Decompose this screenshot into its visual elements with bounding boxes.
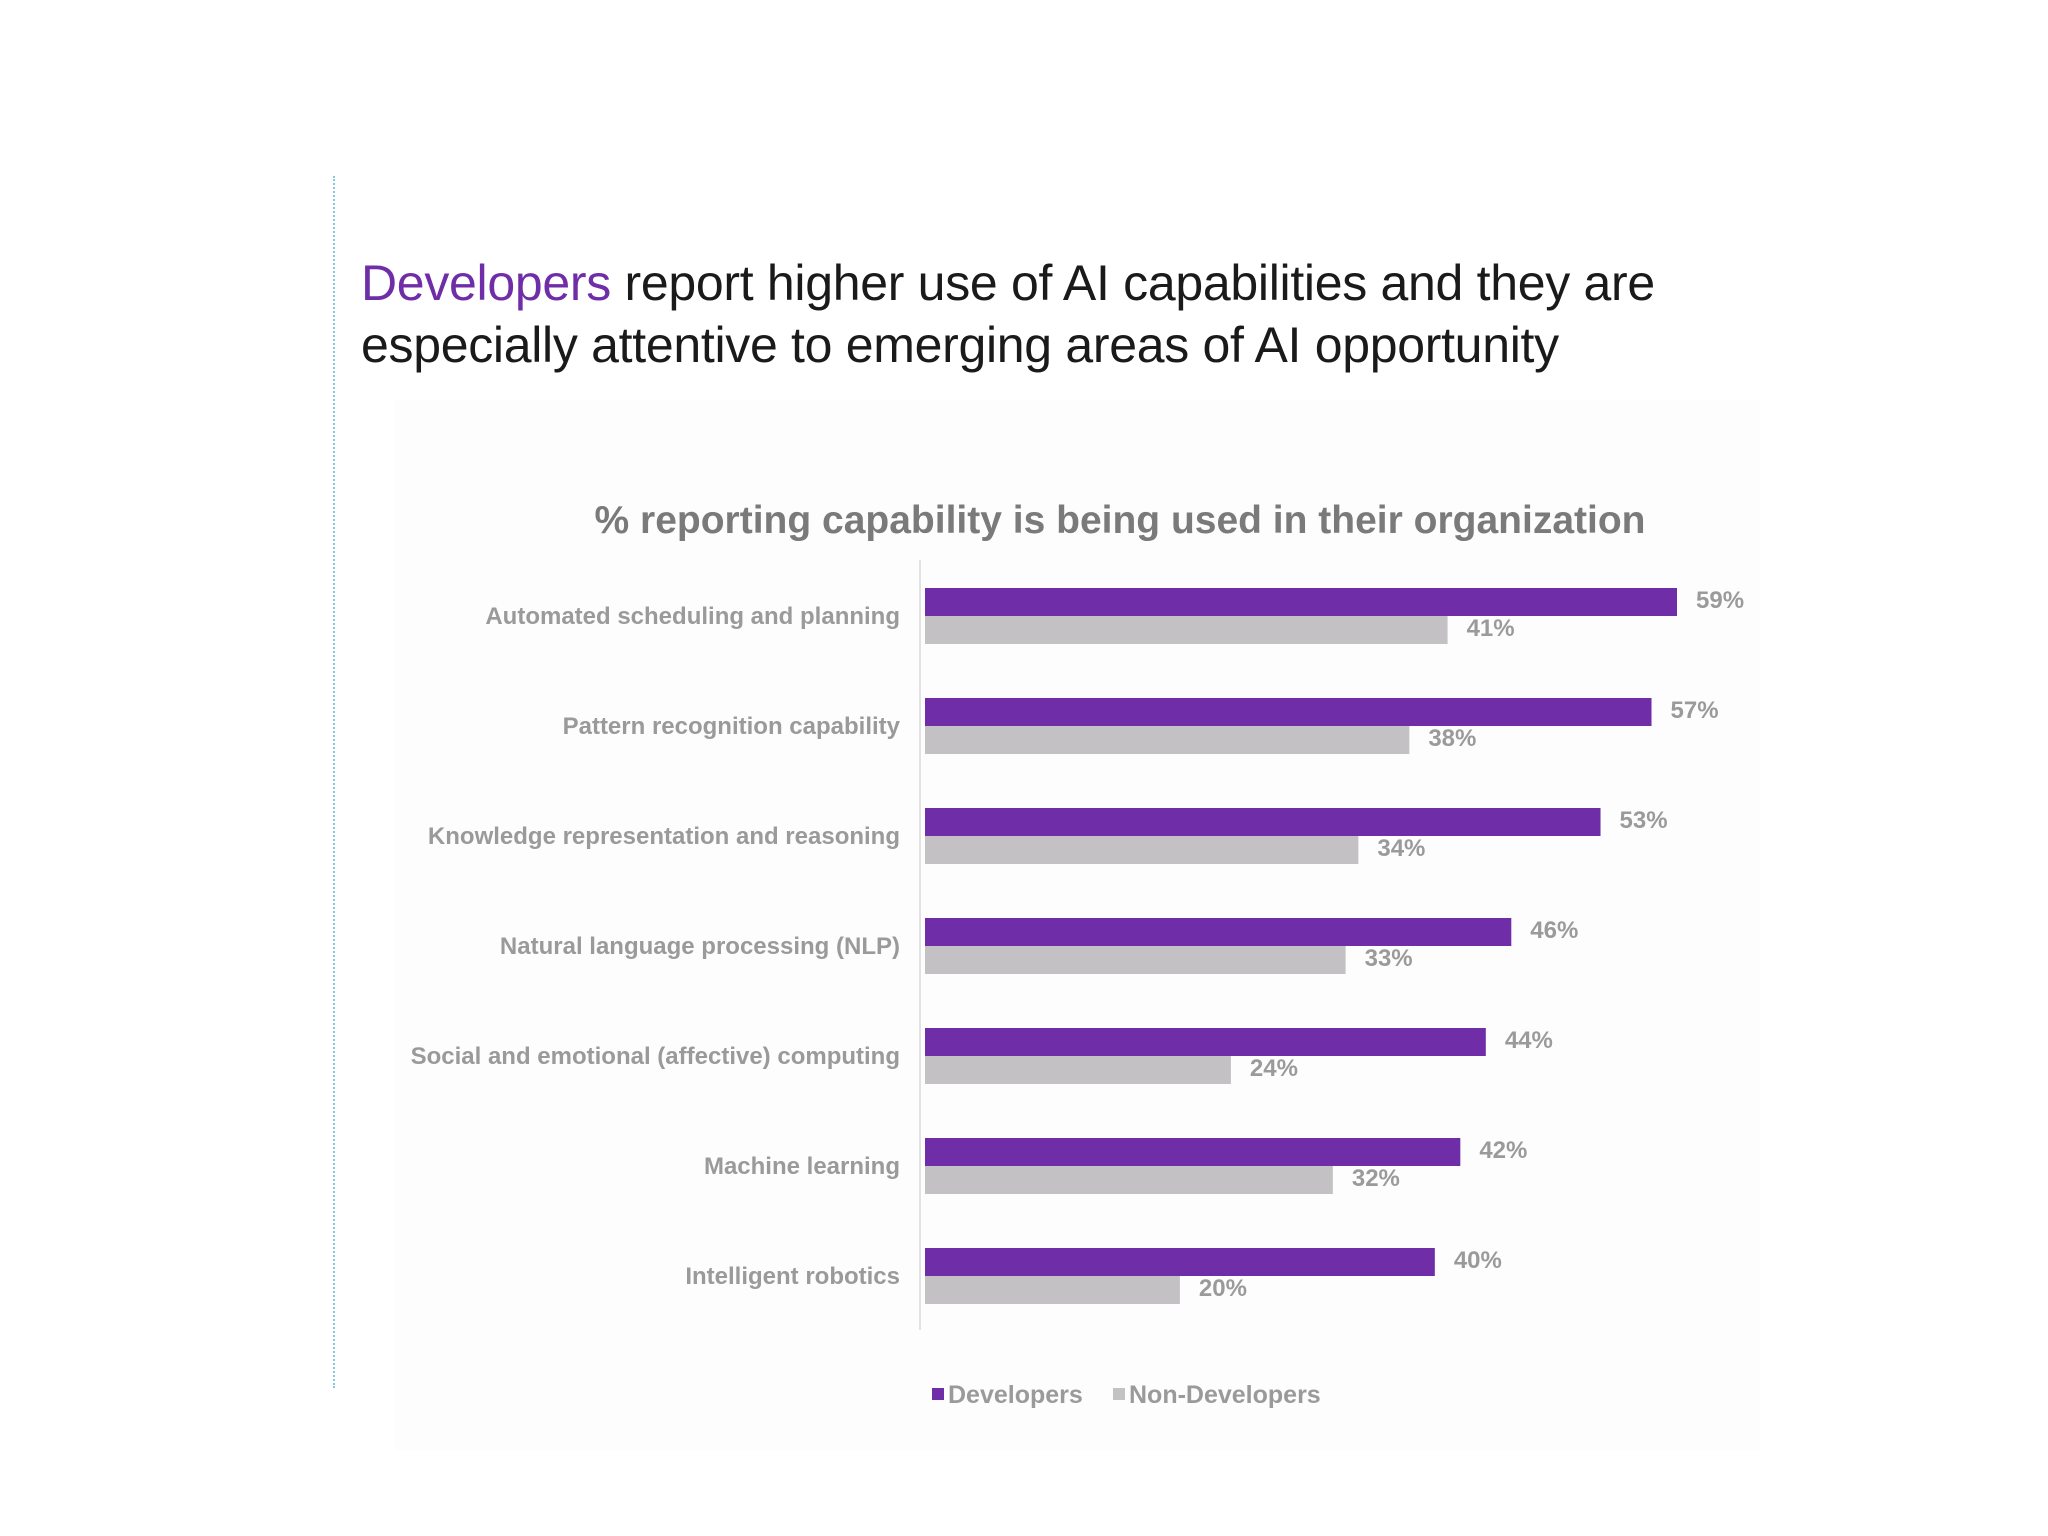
legend-label-developers: Developers <box>948 1381 1083 1409</box>
bar-developers <box>925 1248 1435 1276</box>
headline-accent: Developers <box>361 255 611 311</box>
bar-developers <box>925 588 1677 616</box>
value-label-non-developers: 20% <box>1199 1275 1247 1302</box>
bar-non-developers <box>925 836 1359 864</box>
bar-non-developers <box>925 1276 1180 1304</box>
headline-rest: report higher use of AI capabilities and… <box>361 255 1655 373</box>
category-label: Pattern recognition capability <box>563 713 901 740</box>
value-label-developers: 44% <box>1505 1027 1553 1054</box>
value-label-non-developers: 32% <box>1352 1165 1400 1192</box>
value-label-non-developers: 33% <box>1365 945 1413 972</box>
value-label-developers: 53% <box>1620 807 1668 834</box>
category-label: Machine learning <box>704 1153 900 1180</box>
bar-developers <box>925 808 1601 836</box>
value-label-developers: 40% <box>1454 1247 1502 1274</box>
bar-non-developers <box>925 726 1410 754</box>
value-label-non-developers: 38% <box>1428 725 1476 752</box>
chart-panel: % reporting capability is being used in … <box>395 400 1760 1450</box>
bar-developers <box>925 918 1512 946</box>
category-label: Natural language processing (NLP) <box>500 933 900 960</box>
vertical-divider <box>333 176 335 1388</box>
legend-swatch-developers <box>932 1388 944 1400</box>
legend-label-non-developers: Non-Developers <box>1129 1381 1321 1409</box>
value-label-non-developers: 24% <box>1250 1055 1298 1082</box>
bar-non-developers <box>925 1056 1231 1084</box>
bar-non-developers <box>925 616 1448 644</box>
category-label: Social and emotional (affective) computi… <box>411 1043 900 1070</box>
bar-developers <box>925 698 1652 726</box>
bar-developers <box>925 1138 1461 1166</box>
bar-non-developers <box>925 1166 1333 1194</box>
legend-swatch-non-developers <box>1113 1388 1125 1400</box>
headline: Developers report higher use of AI capab… <box>361 252 1841 376</box>
value-label-non-developers: 34% <box>1377 835 1425 862</box>
value-label-developers: 46% <box>1530 917 1578 944</box>
category-label: Automated scheduling and planning <box>485 603 900 630</box>
chart-title: % reporting capability is being used in … <box>595 499 1646 542</box>
value-label-non-developers: 41% <box>1467 615 1515 642</box>
category-label: Intelligent robotics <box>685 1263 900 1290</box>
category-label: Knowledge representation and reasoning <box>428 823 900 850</box>
bar-chart: % reporting capability is being used in … <box>411 499 1744 1409</box>
bar-non-developers <box>925 946 1346 974</box>
value-label-developers: 59% <box>1696 587 1744 614</box>
value-label-developers: 57% <box>1671 697 1719 724</box>
value-label-developers: 42% <box>1479 1137 1527 1164</box>
bar-developers <box>925 1028 1486 1056</box>
